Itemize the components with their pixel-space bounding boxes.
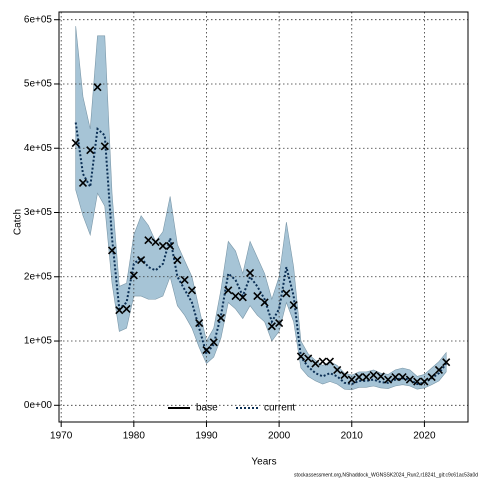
observed-marker: [93, 83, 102, 92]
observed-marker: [325, 357, 335, 366]
observed-marker: [151, 237, 160, 247]
observed-marker: [216, 313, 226, 322]
y-tick-label: 2e+05: [24, 271, 53, 282]
observed-marker: [231, 291, 240, 301]
observed-marker: [224, 286, 233, 295]
observed-marker: [304, 354, 313, 363]
confidence-band: [75, 26, 447, 391]
observed-marker: [384, 375, 393, 384]
observed-marker: [71, 139, 80, 148]
observed-marker: [362, 372, 371, 382]
observed-marker: [173, 255, 182, 265]
observed-marker: [275, 318, 284, 328]
observed-marker: [195, 318, 204, 328]
y-tick-label: 3e+05: [24, 207, 53, 218]
observed-marker: [166, 241, 175, 250]
observed-marker: [354, 372, 364, 382]
observed-marker: [107, 246, 117, 255]
observed-marker: [413, 377, 422, 386]
observed-marker: [427, 372, 436, 382]
observed-marker: [78, 178, 88, 188]
observed-marker: [137, 255, 146, 265]
observed-marker: [282, 289, 291, 298]
observed-marker: [260, 298, 269, 307]
footer: stockassessment.org,NShaddock_WGNSSK2024…: [294, 472, 478, 478]
y-tick-label: 1e+05: [24, 336, 53, 347]
observed-marker: [144, 236, 153, 245]
x-axis-label: Years: [251, 457, 276, 468]
observed-marker: [347, 375, 356, 384]
y-tick-label: 5e+05: [24, 79, 53, 90]
observed-marker: [376, 372, 385, 381]
observed-marker: [289, 300, 298, 310]
observed-marker: [209, 338, 218, 347]
observed-marker: [100, 142, 109, 151]
observed-marker: [86, 146, 95, 155]
y-tick-label: 4e+05: [24, 143, 53, 154]
legend-label: current: [264, 403, 295, 414]
observed-marker: [311, 359, 320, 368]
observed-marker: [115, 306, 124, 315]
observed-marker: [318, 357, 327, 366]
observed-marker: [158, 241, 167, 250]
observed-marker: [391, 372, 400, 382]
observed-marker: [333, 365, 342, 375]
observed-marker: [420, 377, 429, 386]
x-tick-label: 2010: [341, 431, 364, 442]
y-tick-label: 6e+05: [24, 14, 53, 25]
observed-marker: [442, 358, 451, 367]
observed-marker: [398, 372, 407, 382]
observed-marker: [202, 345, 211, 355]
observed-marker: [187, 286, 197, 295]
x-tick-label: 2000: [268, 431, 291, 442]
observed-marker: [122, 304, 131, 313]
observed-marker: [267, 322, 276, 331]
x-tick-label: 1990: [195, 431, 218, 442]
observed-marker: [245, 268, 255, 277]
observed-marker: [369, 371, 378, 380]
observed-marker: [405, 375, 414, 384]
observed-marker: [180, 275, 189, 285]
observed-marker: [238, 293, 247, 302]
plot-frame: [58, 11, 469, 423]
observed-marker: [253, 291, 262, 301]
observed-marker: [129, 271, 138, 280]
x-tick-label: 1970: [50, 431, 73, 442]
x-tick-label: 1980: [123, 431, 146, 442]
x-tick-label: 2020: [413, 431, 436, 442]
observed-marker: [296, 352, 305, 361]
observed-marker: [340, 371, 349, 380]
y-tick-label: 0e+00: [24, 400, 53, 411]
observed-marker: [434, 365, 444, 375]
y-axis-label: Catch: [13, 209, 24, 235]
legend-label: base: [196, 403, 218, 414]
